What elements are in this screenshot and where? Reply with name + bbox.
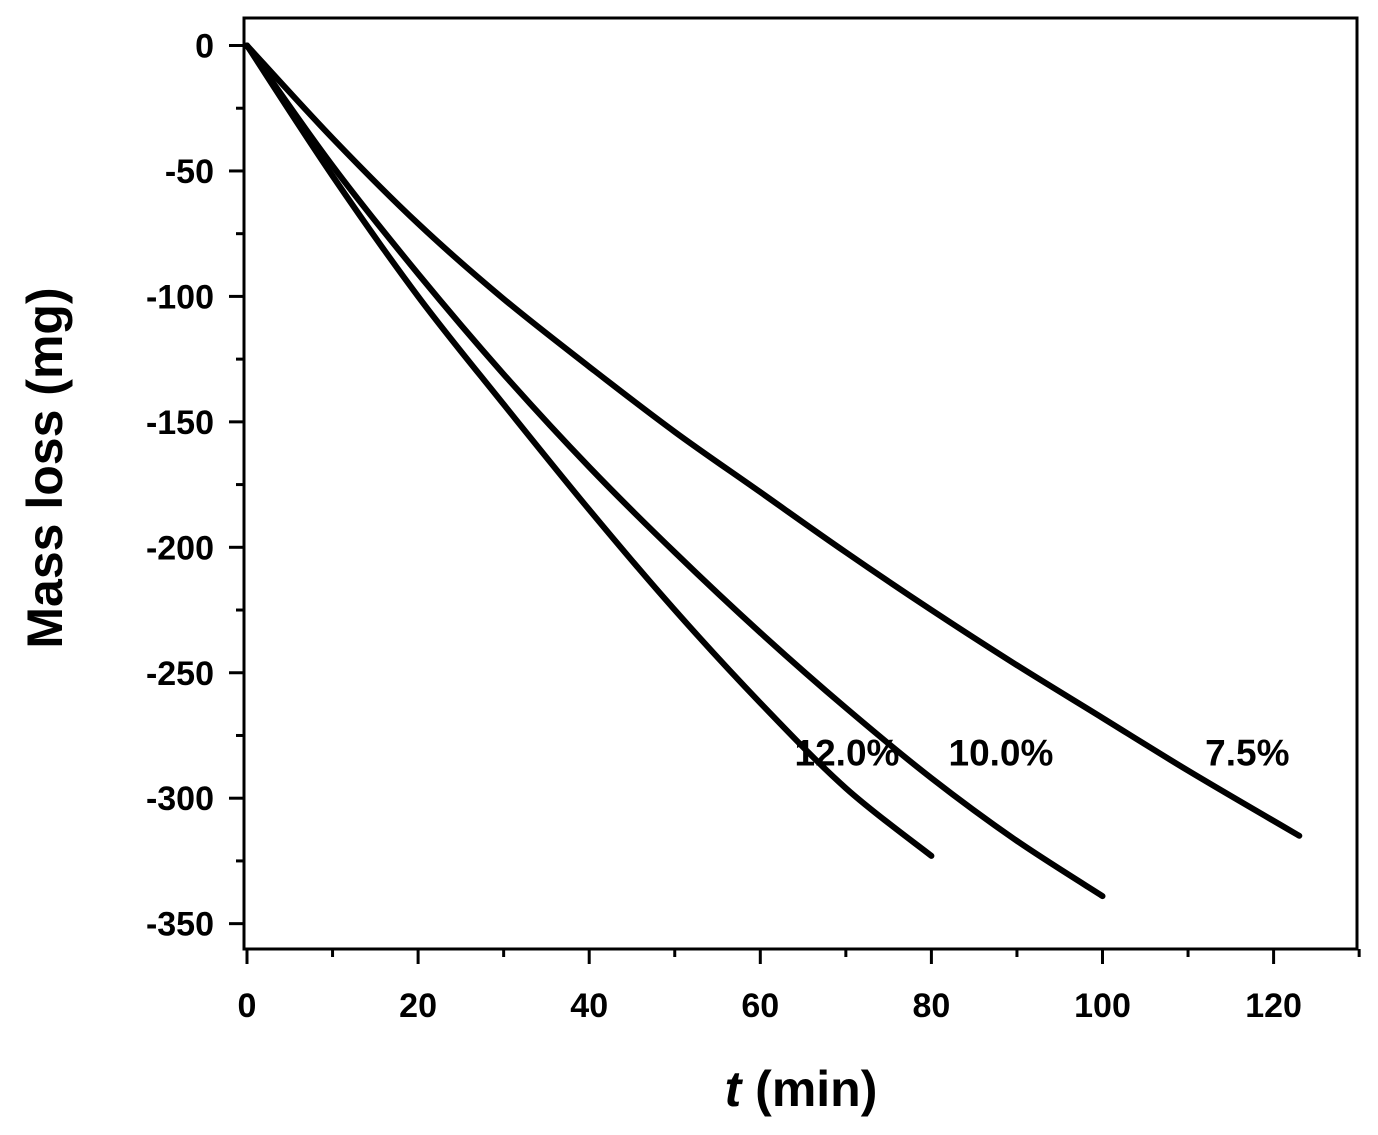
series-label: 7.5% xyxy=(1205,733,1289,774)
series-line xyxy=(244,42,935,859)
y-tick-label: -200 xyxy=(146,529,214,567)
y-tick-label: -250 xyxy=(146,655,214,693)
axis-ticks: 0 20 40 60 80 100 120 0 -50 -100 -150 -200 -250 -300 -… xyxy=(146,28,1361,1025)
y-tick-label: -100 xyxy=(146,278,214,316)
series-label: 10.0% xyxy=(949,733,1054,774)
y-axis-title: Mass loss (mg) xyxy=(17,287,73,648)
x-tick-label: 20 xyxy=(399,987,437,1025)
plot-frame xyxy=(242,16,1359,951)
y-tick-label: -50 xyxy=(165,153,214,191)
series-lines xyxy=(244,42,1303,900)
series-line xyxy=(244,42,1106,900)
series-line xyxy=(244,42,1303,839)
y-tick-label: -350 xyxy=(146,906,214,944)
y-tick-label: -150 xyxy=(146,404,214,442)
series-labels: 12.0% 10.0% 7.5% xyxy=(795,733,1290,774)
x-tick-label: 0 xyxy=(238,987,257,1025)
x-tick-label: 120 xyxy=(1245,987,1302,1025)
series-label: 12.0% xyxy=(795,733,900,774)
x-tick-label: 100 xyxy=(1074,987,1131,1025)
y-tick-label: 0 xyxy=(195,28,214,66)
y-tick-label: -300 xyxy=(146,780,214,818)
x-axis-title: t (min) xyxy=(725,1061,878,1117)
x-tick-label: 40 xyxy=(570,987,608,1025)
x-tick-label: 60 xyxy=(741,987,779,1025)
x-tick-label: 80 xyxy=(912,987,950,1025)
